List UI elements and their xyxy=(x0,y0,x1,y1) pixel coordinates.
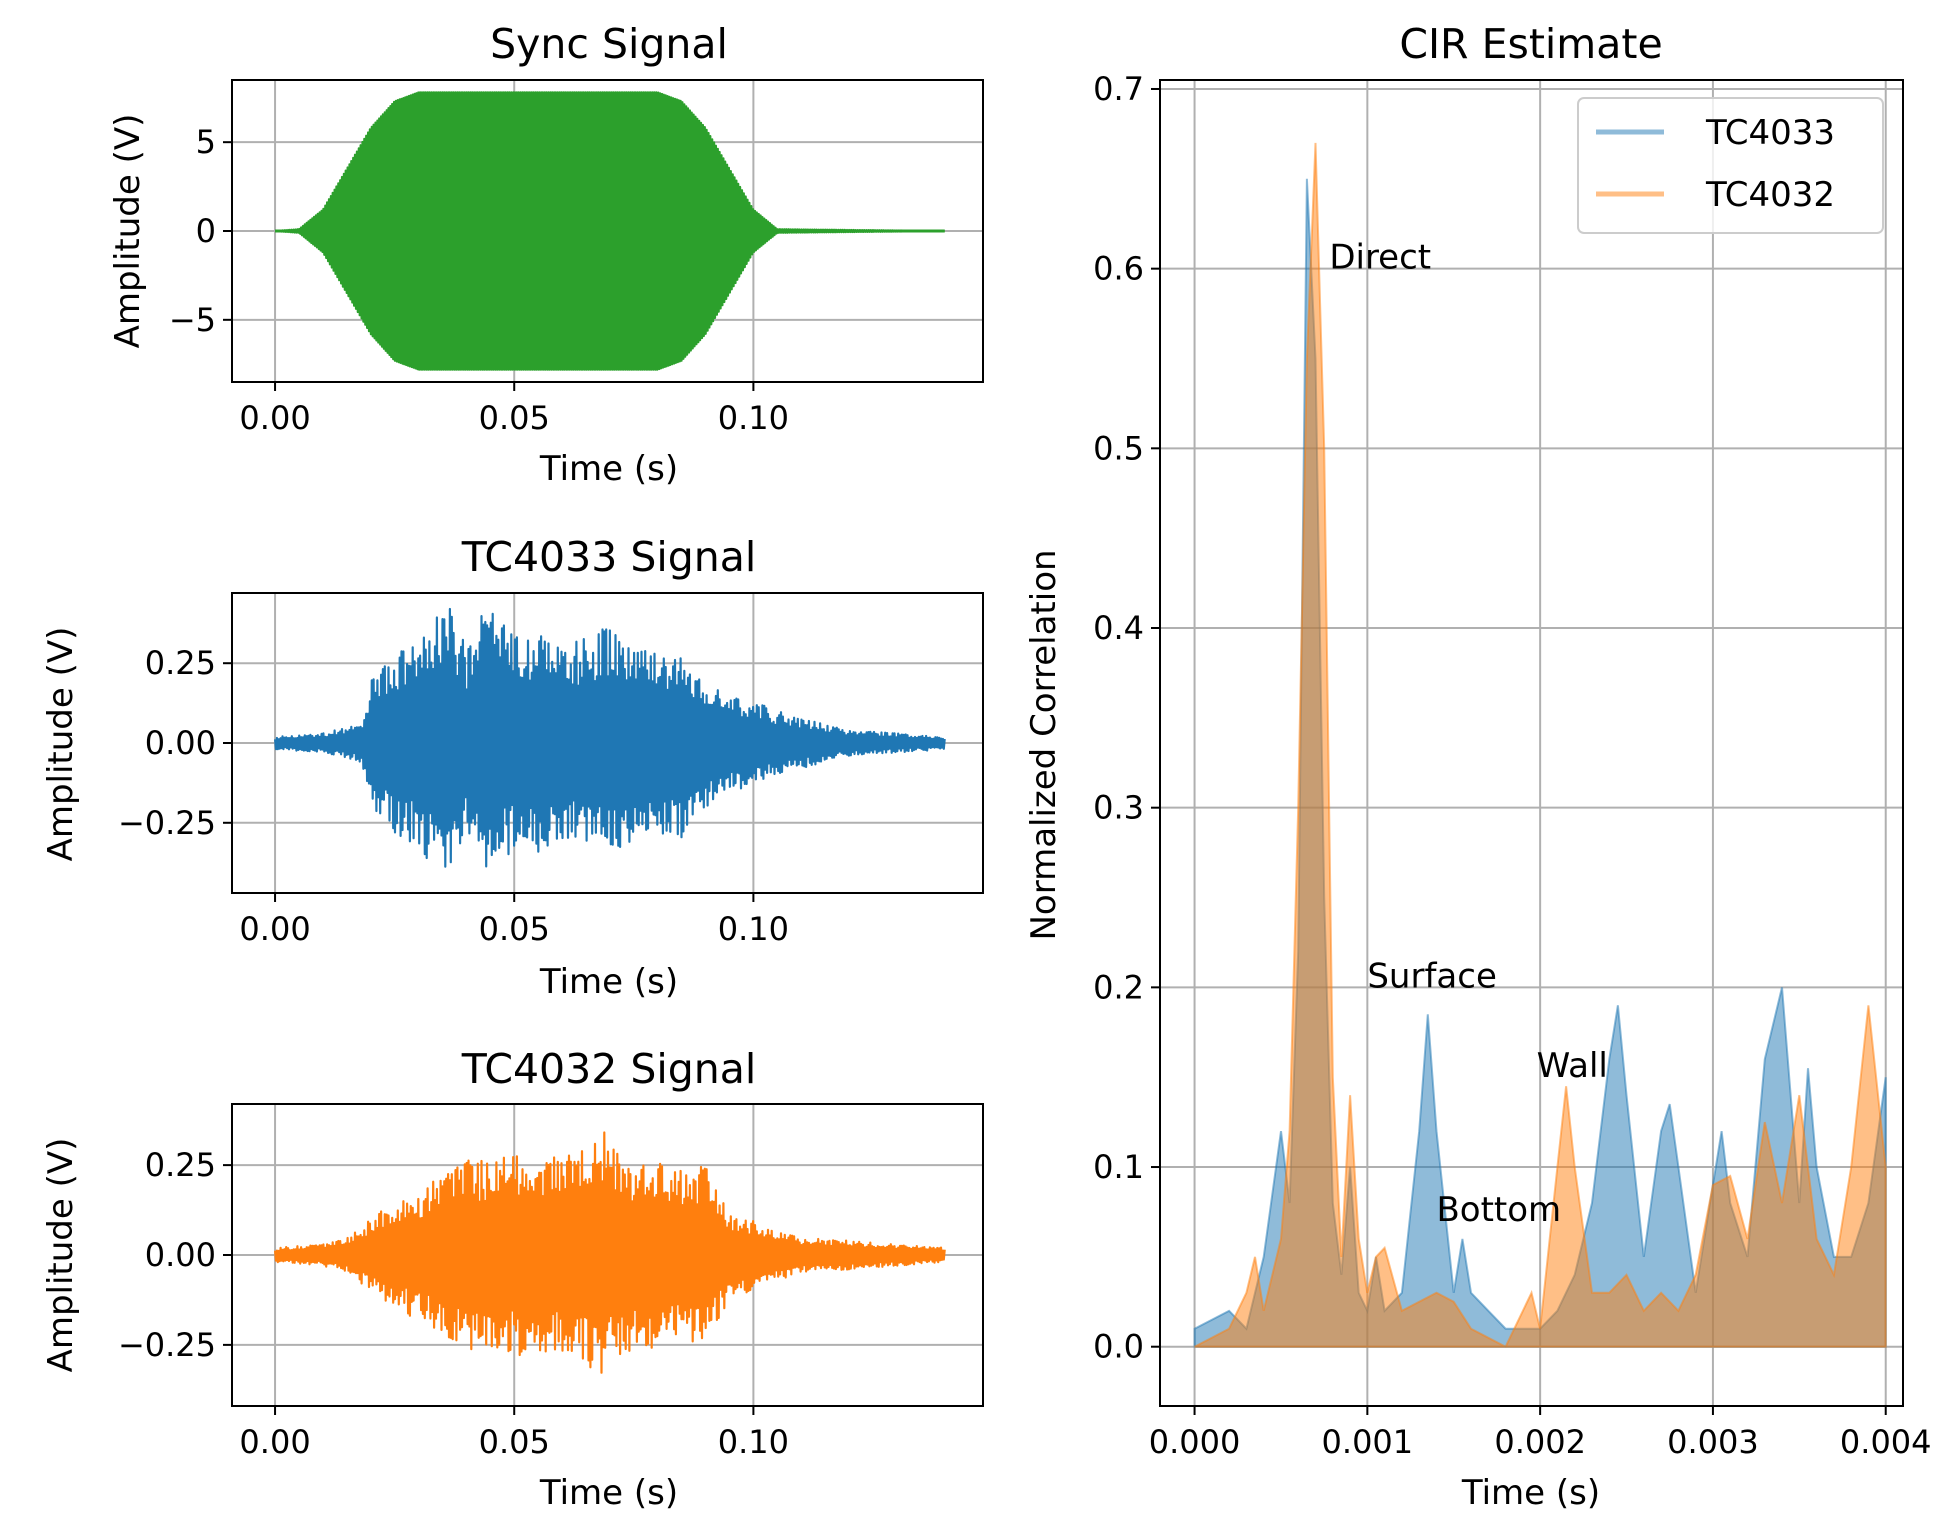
sync-signal-ylabel: Amplitude (V) xyxy=(108,114,148,349)
tc4033-axes-frame xyxy=(231,592,984,894)
cir-ytick-label: 0.1 xyxy=(1093,1148,1144,1186)
cir-xtick-label: 0.004 xyxy=(1840,1423,1932,1461)
sync-xtick-label: 0.10 xyxy=(718,399,789,437)
tc4032-xtick-label: 0.00 xyxy=(239,1423,310,1461)
sync-axes-frame xyxy=(231,79,984,383)
cir-xtick-label: 0.003 xyxy=(1667,1423,1759,1461)
sync-signal-xlabel: Time (s) xyxy=(539,449,678,489)
tc4032-ytick-label: 0.25 xyxy=(145,1146,216,1184)
cir-xtick-label: 0.002 xyxy=(1494,1423,1586,1461)
cir-estimate-ylabel: Normalized Correlation xyxy=(1024,549,1064,940)
sync-ytick-label: −5 xyxy=(169,301,216,339)
tc4032-axes-frame xyxy=(231,1103,984,1407)
tc4032-xtick-label: 0.10 xyxy=(718,1423,789,1461)
sync-ytick-label: 0 xyxy=(196,212,216,250)
tc4033-signal-ylabel: Amplitude (V) xyxy=(41,627,81,862)
tc4032-signal-ylabel: Amplitude (V) xyxy=(41,1138,81,1373)
tc4033-signal-line xyxy=(274,607,946,868)
cir-ytick-label: 0.7 xyxy=(1093,70,1144,108)
cir-ytick-label: 0.6 xyxy=(1093,250,1144,288)
tc4032-signal-xlabel: Time (s) xyxy=(539,1473,678,1513)
sync-ytick-label: 5 xyxy=(196,123,216,161)
tc4032-ytick-label: −0.25 xyxy=(118,1326,216,1364)
tc4033-xtick-label: 0.00 xyxy=(239,910,310,948)
tc4033-ytick-label: 0.25 xyxy=(145,644,216,682)
cir-ytick-label: 0.3 xyxy=(1093,789,1144,827)
cir-ytick-label: 0.2 xyxy=(1093,968,1144,1006)
cir-legend-label-tc4033: TC4033 xyxy=(1705,113,1835,153)
tc4032-ticks: 0.00 0.05 0.10 0.25 0.00 −0.25 xyxy=(118,1146,789,1461)
cir-annotation-direct: Direct xyxy=(1329,238,1431,278)
cir-legend-label-tc4032: TC4032 xyxy=(1705,175,1835,215)
tc4033-signal-xlabel: Time (s) xyxy=(539,962,678,1002)
tc4033-xtick-label: 0.05 xyxy=(479,910,550,948)
cir-legend: TC4033 TC4032 xyxy=(1577,97,1884,234)
sync-xtick-label: 0.05 xyxy=(479,399,550,437)
cir-ytick-label: 0.0 xyxy=(1093,1328,1144,1366)
cir-ticks: 0.000 0.001 0.002 0.003 0.004 0.0 0.1 0.2 0.3 0.4… xyxy=(1093,70,1931,1461)
cir-series-tc4032 xyxy=(1194,142,1887,1349)
tc4033-xtick-label: 0.10 xyxy=(718,910,789,948)
cir-xtick-label: 0.000 xyxy=(1149,1423,1241,1461)
cir-annotation-wall: Wall xyxy=(1537,1046,1608,1086)
cir-estimate-title: CIR Estimate xyxy=(1399,20,1662,68)
tc4032-signal-panel: TC4032 Signal Time (s) Amplitude (V) 0.0… xyxy=(41,1045,984,1513)
sync-signal-panel: Sync Signal Time (s) Amplitude (V) 0.00 0… xyxy=(108,20,984,489)
cir-estimate-panel: CIR Estimate Time (s) Normalized Correla… xyxy=(1024,20,1932,1513)
tc4033-signal-panel: TC4033 Signal Time (s) Amplitude (V) 0.0… xyxy=(41,533,984,1002)
tc4032-ytick-label: 0.00 xyxy=(145,1236,216,1274)
cir-ytick-label: 0.4 xyxy=(1093,609,1144,647)
cir-estimate-xlabel: Time (s) xyxy=(1461,1473,1600,1513)
cir-xtick-label: 0.001 xyxy=(1322,1423,1414,1461)
tc4033-ytick-label: 0.00 xyxy=(145,724,216,762)
sync-signal-title: Sync Signal xyxy=(490,20,728,68)
cir-annotation-bottom: Bottom xyxy=(1436,1190,1561,1230)
tc4032-xtick-label: 0.05 xyxy=(479,1423,550,1461)
tc4032-grid xyxy=(232,1104,983,1406)
sync-ticks: 0.00 0.05 0.10 5 0 −5 xyxy=(169,123,789,437)
tc4033-ticks: 0.00 0.05 0.10 0.25 0.00 −0.25 xyxy=(118,644,789,948)
tc4033-ytick-label: −0.25 xyxy=(118,804,216,842)
cir-annotation-surface: Surface xyxy=(1367,956,1497,996)
tc4032-signal-line xyxy=(274,1131,946,1374)
cir-ytick-label: 0.5 xyxy=(1093,429,1144,467)
cir-axes-frame xyxy=(1159,79,1904,1407)
tc4032-signal-title: TC4032 Signal xyxy=(461,1045,757,1093)
tc4033-signal-title: TC4033 Signal xyxy=(461,533,757,581)
sync-xtick-label: 0.00 xyxy=(239,399,310,437)
